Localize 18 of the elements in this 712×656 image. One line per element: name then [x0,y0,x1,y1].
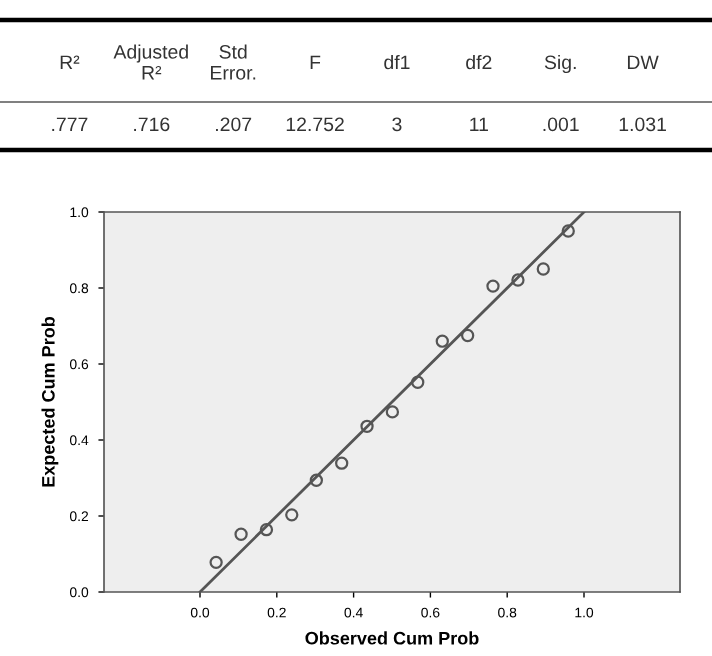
text: Std Error. [211,44,256,80]
text: F [310,55,321,70]
text: .777 [52,117,88,132]
text: .001 [543,117,579,132]
text: .716 [134,117,170,132]
y-axis-title: Expected Cum Prob [41,316,59,487]
x-axis-title: Observed Cum Prob [305,631,479,645]
text: DW [627,55,659,70]
text: R² [60,55,80,70]
text: 12.752 [286,117,344,132]
text: .207 [216,117,252,132]
text: Adjusted R² [113,44,188,80]
text: df2 [466,54,492,70]
text: 11 [470,117,488,132]
text: df1 [384,54,410,70]
text: 3 [392,117,402,132]
text: Sig. [544,54,576,74]
text: 1.031 [619,117,666,132]
